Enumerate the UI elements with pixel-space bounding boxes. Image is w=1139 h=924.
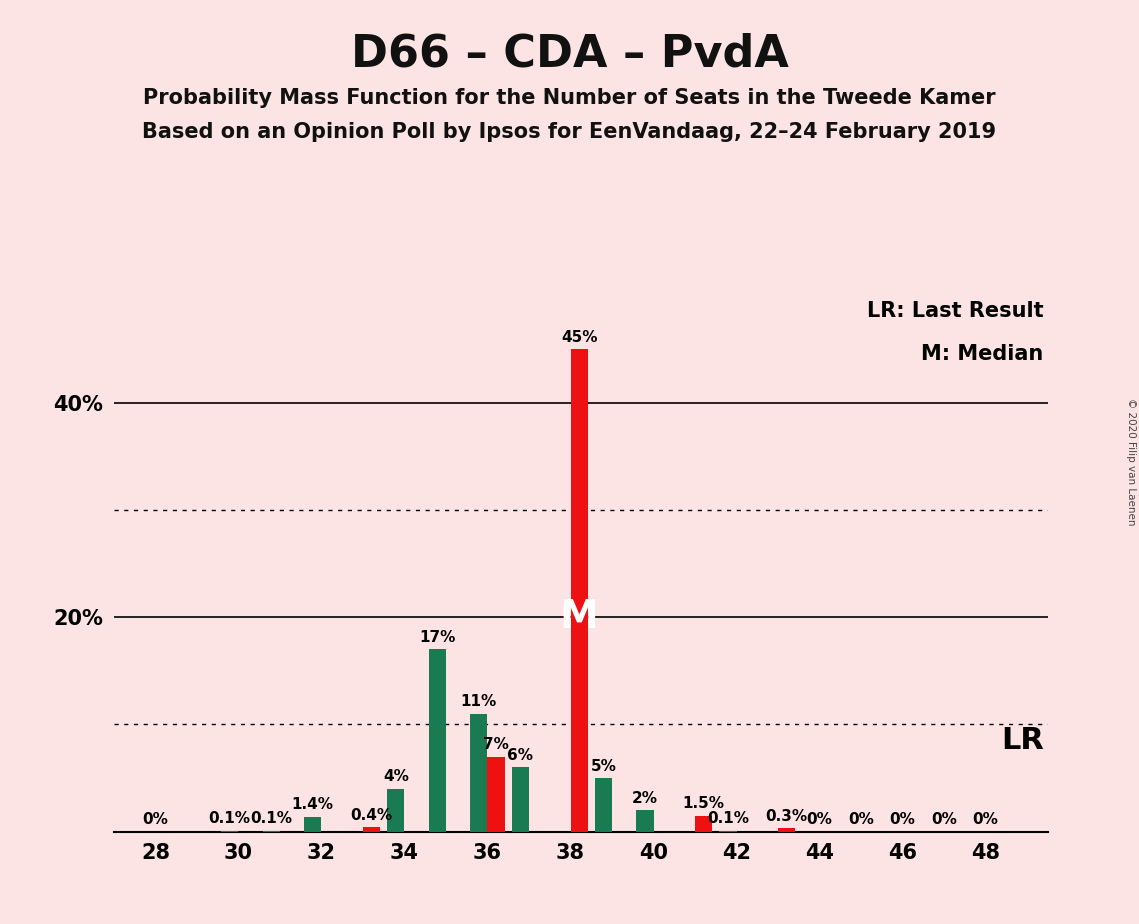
Bar (571, 349, 588, 832)
Text: 0.3%: 0.3% (765, 809, 808, 824)
Text: 5%: 5% (590, 759, 616, 773)
Bar (262, 831, 280, 832)
Text: M: M (560, 598, 599, 637)
Text: Probability Mass Function for the Number of Seats in the Tweede Kamer: Probability Mass Function for the Number… (144, 88, 995, 108)
Bar (428, 650, 446, 832)
Text: 0%: 0% (142, 812, 169, 827)
Bar (595, 778, 612, 832)
Bar (387, 789, 404, 832)
Text: 0%: 0% (932, 812, 957, 827)
Bar (304, 817, 321, 832)
Text: 0.1%: 0.1% (208, 811, 251, 826)
Text: 0.1%: 0.1% (707, 811, 748, 826)
Text: 0%: 0% (973, 812, 999, 827)
Text: 1.5%: 1.5% (682, 796, 724, 811)
Text: 0%: 0% (806, 812, 833, 827)
Text: 2%: 2% (632, 791, 658, 806)
Text: 11%: 11% (460, 695, 497, 710)
Bar (695, 816, 713, 832)
Bar (470, 713, 487, 832)
Text: 0%: 0% (890, 812, 916, 827)
Text: 0%: 0% (849, 812, 874, 827)
Text: 6%: 6% (507, 748, 533, 763)
Text: Based on an Opinion Poll by Ipsos for EenVandaag, 22–24 February 2019: Based on an Opinion Poll by Ipsos for Ee… (142, 122, 997, 142)
Bar (719, 831, 737, 832)
Bar (511, 767, 528, 832)
Text: D66 – CDA – PvdA: D66 – CDA – PvdA (351, 32, 788, 76)
Text: 0.4%: 0.4% (351, 808, 393, 823)
Text: 45%: 45% (562, 330, 598, 345)
Text: 0.1%: 0.1% (251, 811, 293, 826)
Bar (487, 757, 505, 832)
Bar (221, 831, 238, 832)
Text: 7%: 7% (483, 737, 509, 752)
Text: 4%: 4% (383, 770, 409, 784)
Bar (778, 829, 795, 832)
Text: M: Median: M: Median (921, 344, 1043, 364)
Text: LR: Last Result: LR: Last Result (867, 301, 1043, 321)
Bar (363, 827, 380, 832)
Text: 1.4%: 1.4% (292, 797, 334, 812)
Text: © 2020 Filip van Laenen: © 2020 Filip van Laenen (1126, 398, 1136, 526)
Bar (636, 810, 654, 832)
Text: 17%: 17% (419, 630, 456, 645)
Text: LR: LR (1001, 726, 1043, 755)
